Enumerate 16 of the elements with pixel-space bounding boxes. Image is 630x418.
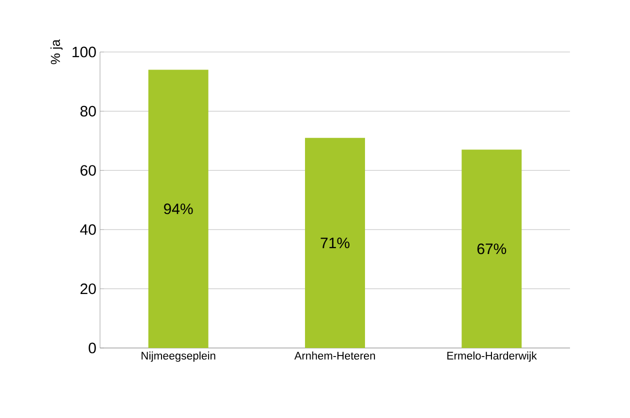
- x-tick-label: Ermelo-Harderwijk: [447, 352, 537, 362]
- y-tick-label: 100: [72, 46, 96, 58]
- data-label: 71%: [320, 238, 350, 248]
- y-tick-label: 60: [80, 165, 96, 176]
- y-tick-label: 20: [80, 283, 96, 294]
- y-tick-label: 40: [80, 224, 96, 235]
- data-label: 67%: [477, 244, 506, 254]
- x-tick-label: Arnhem-Heteren: [294, 352, 375, 360]
- x-tick-label: Nijmeegseplein: [142, 352, 216, 362]
- y-axis-title: % ja: [50, 39, 63, 64]
- y-tick-label: 80: [80, 106, 96, 116]
- bar: [462, 150, 522, 348]
- bar: [305, 138, 365, 348]
- y-tick-label: 0: [88, 342, 96, 354]
- bar: [148, 70, 208, 348]
- data-label: 94%: [164, 204, 193, 214]
